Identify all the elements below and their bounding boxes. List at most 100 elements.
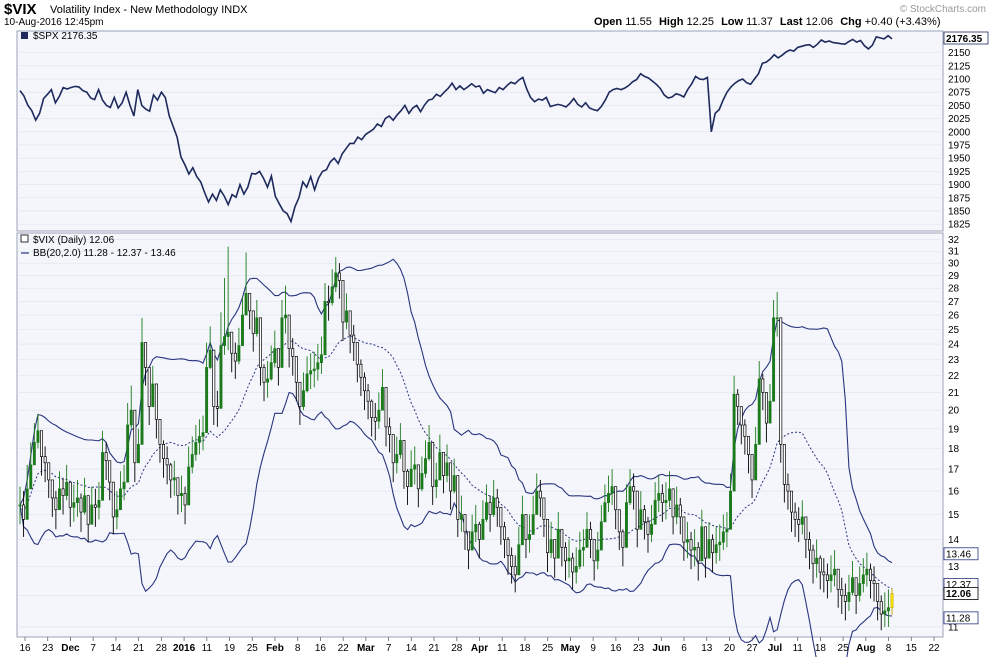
vix-right-label-box <box>943 547 979 561</box>
candle <box>58 471 61 511</box>
x-tick-label: 9 <box>590 643 596 654</box>
candle <box>205 342 209 433</box>
x-tick-label: 22 <box>928 643 940 654</box>
candle <box>208 326 212 370</box>
candle <box>294 356 298 402</box>
candle <box>29 442 33 490</box>
candle-body <box>502 526 506 540</box>
spx-y-tick: 1875 <box>948 193 971 204</box>
candle <box>797 507 801 543</box>
spx-panel <box>16 30 944 232</box>
candle-body <box>811 549 815 564</box>
candle-body <box>122 481 126 490</box>
candle <box>176 477 180 515</box>
candle <box>420 456 424 492</box>
x-tick-label: 14 <box>406 643 418 654</box>
candle-body <box>836 568 840 590</box>
candle <box>119 471 122 511</box>
candle <box>22 491 26 537</box>
candle-body <box>416 464 420 490</box>
candle <box>693 529 697 567</box>
candle-body <box>305 373 309 392</box>
candle-body <box>707 539 711 559</box>
candle-body <box>427 442 431 459</box>
candle <box>215 390 219 427</box>
candle-body <box>154 383 158 420</box>
vix-y-tick: 11 <box>948 622 959 633</box>
vix-y-tick: 15 <box>948 510 960 521</box>
candle-body <box>359 363 363 378</box>
candle <box>373 402 377 441</box>
candle <box>657 475 661 513</box>
candle <box>248 293 252 330</box>
x-tick-label: 27 <box>747 643 759 654</box>
candle-body <box>535 490 539 515</box>
candle <box>147 367 151 425</box>
candle <box>380 369 384 411</box>
x-tick-label: 18 <box>815 643 827 654</box>
candle-body <box>126 424 130 483</box>
candle-body <box>632 486 636 492</box>
x-tick-label: 15 <box>906 643 918 654</box>
spx-y-tick: 2000 <box>948 127 971 138</box>
candle-body <box>101 452 104 501</box>
x-tick-label: Mar <box>357 643 375 654</box>
candle-body <box>291 348 295 357</box>
x-tick-label: 11 <box>202 643 213 654</box>
candle <box>133 409 137 483</box>
candle-body <box>90 504 94 525</box>
candle-body <box>438 452 442 481</box>
candle <box>775 292 779 337</box>
candle-body <box>172 477 176 481</box>
candle-body <box>452 475 456 492</box>
candle-body <box>370 400 374 418</box>
candle <box>391 434 395 483</box>
candle <box>768 383 772 424</box>
candle <box>165 446 169 485</box>
candle <box>291 338 295 376</box>
vix-legend-swatch <box>20 234 29 243</box>
vix-y-tick: 32 <box>948 235 960 246</box>
candle-body <box>750 454 754 481</box>
candle <box>477 521 481 559</box>
candle-body <box>413 464 417 470</box>
candle <box>513 555 517 593</box>
candle-body <box>599 521 603 551</box>
candle <box>879 595 883 631</box>
candle-body <box>531 514 535 535</box>
candle <box>201 415 205 451</box>
candle-body <box>581 547 585 551</box>
candle-body <box>556 528 560 559</box>
candle-body <box>761 378 765 393</box>
candle <box>668 471 671 508</box>
candle <box>50 479 54 517</box>
candle-body <box>657 493 661 501</box>
candle <box>886 589 890 627</box>
x-tick-label: Aug <box>856 643 875 654</box>
candle-body <box>675 504 679 518</box>
vix-y-axis: 1112131415161718192021222324252627282930… <box>948 235 960 633</box>
candle-body <box>488 502 492 515</box>
candle <box>255 300 259 337</box>
candle-body <box>739 406 743 426</box>
candle <box>416 464 420 508</box>
candle <box>642 504 646 540</box>
x-tick-label: 28 <box>156 643 168 654</box>
vix-right-label: 11.28 <box>946 613 971 624</box>
candle-body <box>635 490 639 530</box>
candle-body <box>431 442 435 487</box>
candle <box>194 424 198 461</box>
candle <box>621 529 625 567</box>
candle-body <box>36 430 40 443</box>
candle <box>836 568 840 608</box>
candle <box>574 547 578 584</box>
candle-body <box>506 539 510 556</box>
candle <box>524 514 528 559</box>
x-tick-label: 21 <box>428 643 440 654</box>
candle-body <box>682 516 686 543</box>
candle-body <box>327 300 331 304</box>
candle <box>68 481 72 527</box>
candle-body <box>140 342 144 445</box>
candle-body <box>829 574 833 581</box>
